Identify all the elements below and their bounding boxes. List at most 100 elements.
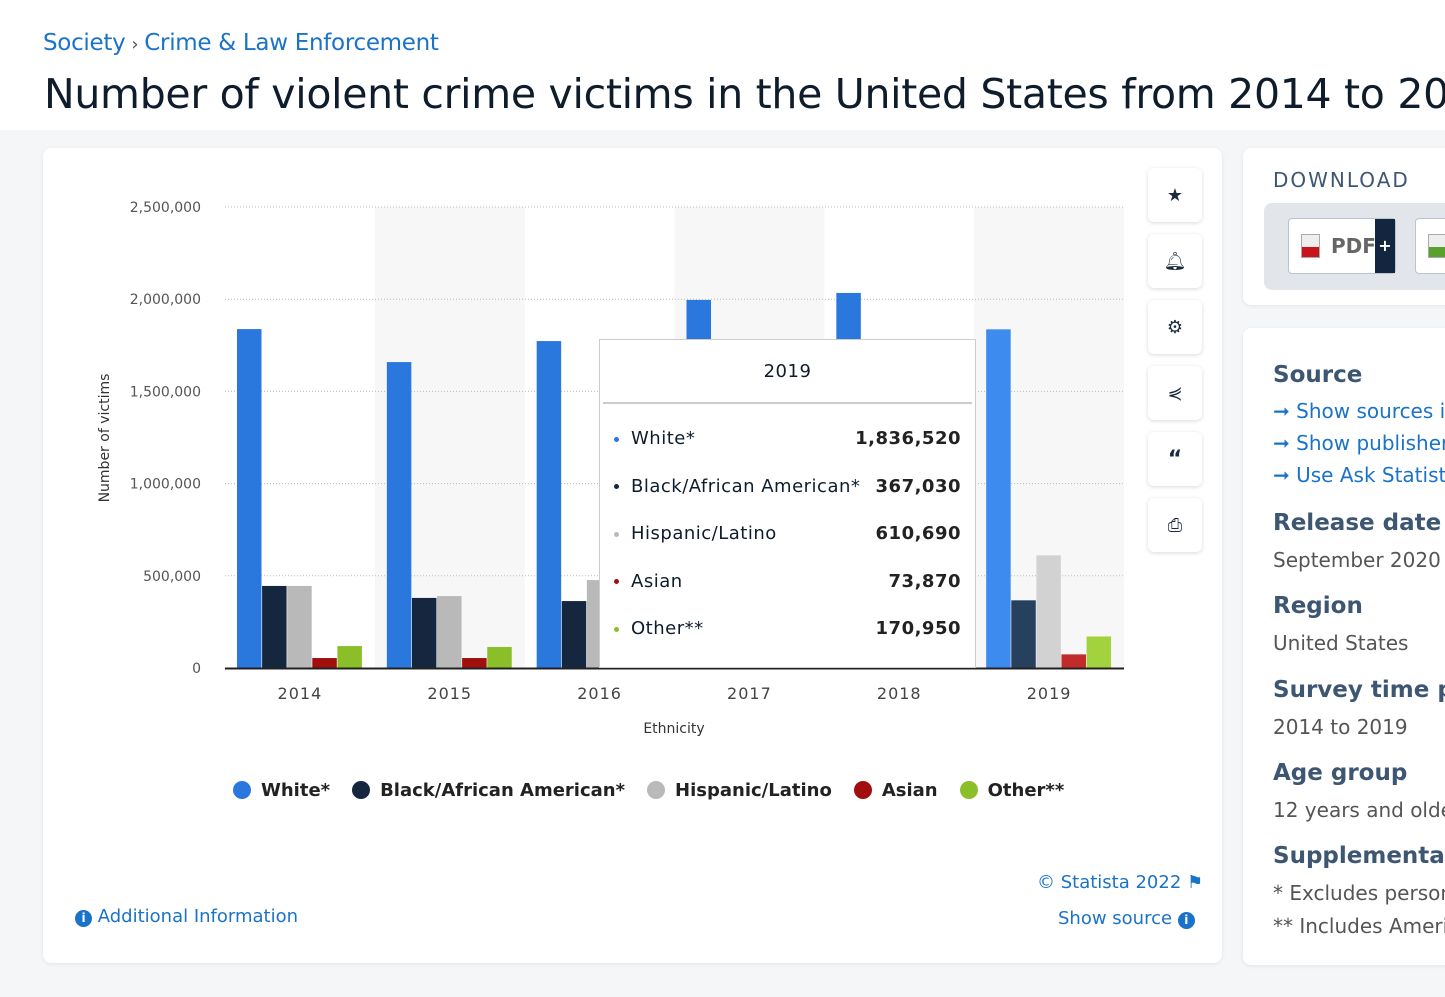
bar-white-2019[interactable] (986, 329, 1011, 668)
y-axis-title: Number of victims (97, 374, 113, 503)
x-tick-label: 2016 (577, 684, 622, 703)
copyright-link[interactable]: © Statista 2022 ⚑ (1037, 872, 1203, 893)
share-button[interactable]: ⋞ (1148, 366, 1202, 420)
tooltip-row: Other** 170,950 (614, 618, 961, 639)
info-card (1243, 328, 1445, 965)
bar-other-2015[interactable] (487, 646, 512, 668)
source-heading: Source (1273, 362, 1363, 388)
quote-icon: “ (1167, 446, 1183, 472)
print-icon: ⎙ (1167, 514, 1183, 536)
legend-label: Other** (987, 780, 1065, 801)
bar-hispaniclatino-2014[interactable] (287, 585, 312, 668)
legend-item[interactable]: Asian (853, 780, 938, 801)
legend-label: Asian (881, 780, 938, 801)
link-text: Show publisher (1296, 431, 1445, 455)
series-dot (614, 531, 619, 537)
series-dot (614, 579, 619, 584)
info-icon: i (1177, 912, 1195, 929)
legend-marker (647, 781, 666, 799)
breadcrumb: Society › Crime & Law Enforcement (43, 30, 439, 56)
legend-item[interactable]: Hispanic/Latino (647, 780, 832, 801)
info-icon: i (75, 910, 92, 927)
breadcrumb-society[interactable]: Society (43, 30, 126, 56)
pdf-label: PDF (1331, 234, 1376, 258)
bar-white-2014[interactable] (237, 329, 262, 668)
show-sources-link[interactable]: ➞ Show sources i (1273, 399, 1445, 423)
share-icon: ⋞ (1167, 382, 1183, 404)
bar-hispaniclatino-2019[interactable] (1036, 555, 1061, 668)
settings-button[interactable]: ⚙ (1148, 300, 1202, 354)
bar-hispaniclatino-2015[interactable] (437, 596, 462, 668)
x-tick-label: 2015 (427, 684, 472, 703)
series-dot (614, 626, 619, 632)
bar-blackafricanamerican-2016[interactable] (561, 601, 587, 668)
tooltip-value: 367,030 (875, 475, 961, 497)
page-header (0, 0, 1445, 130)
favorite-button[interactable]: ★ (1148, 168, 1202, 222)
bar-white-2015[interactable] (386, 362, 412, 668)
supplementary-note-2: ** Includes Americ (1273, 914, 1445, 938)
star-icon: ★ (1166, 184, 1184, 206)
legend-item[interactable]: Other** (959, 780, 1065, 801)
legend-marker (959, 781, 978, 799)
bar-asian-2015[interactable] (462, 658, 487, 668)
chart-tooltip: 2019 White* 1,836,520 Black/African Americ… (599, 339, 976, 668)
bar-white-2016[interactable] (536, 341, 562, 668)
gear-icon: ⚙ (1166, 316, 1184, 338)
print-button[interactable]: ⎙ (1148, 498, 1202, 552)
y-tick-label: 2,500,000 (130, 200, 201, 216)
show-source-text: Show source (1058, 908, 1173, 929)
tooltip-label: Asian (614, 571, 683, 592)
flag-icon: ⚑ (1187, 872, 1204, 893)
label-text: White* (631, 428, 696, 449)
pdf-file-icon (1301, 234, 1320, 258)
supplementary-note-1: * Excludes persons (1273, 881, 1445, 905)
survey-period-value: 2014 to 2019 (1273, 715, 1408, 739)
x-tick-label: 2017 (727, 684, 772, 703)
cite-button[interactable]: “ (1148, 432, 1202, 486)
legend-item[interactable]: Black/African American* (352, 780, 625, 801)
xls-download-button[interactable] (1415, 218, 1445, 274)
bar-blackafricanamerican-2014[interactable] (262, 585, 287, 668)
y-tick-label: 0 (192, 661, 201, 677)
bar-other-2014[interactable] (337, 646, 362, 668)
pdf-download-button[interactable]: PDF + (1288, 218, 1396, 274)
bar-other-2019[interactable] (1086, 636, 1112, 668)
series-dot (614, 484, 619, 489)
download-card: DOWNLOAD PDF + (1243, 148, 1445, 305)
x-tick-label: 2014 (278, 684, 323, 703)
tooltip-value: 73,870 (888, 570, 961, 592)
xls-file-icon (1428, 234, 1445, 258)
y-tick-label: 2,000,000 (130, 292, 201, 308)
tooltip-row: Hispanic/Latino 610,690 (614, 523, 961, 544)
bar-asian-2019[interactable] (1061, 654, 1086, 668)
region-heading: Region (1273, 593, 1363, 619)
link-text: Use Ask Statista (1296, 463, 1445, 487)
age-group-value: 12 years and older (1273, 798, 1445, 822)
tooltip-value: 170,950 (875, 618, 961, 639)
release-date-heading: Release date (1273, 510, 1442, 536)
link-text: Show sources i (1296, 399, 1445, 423)
legend-label: Black/African American* (380, 780, 626, 801)
bell-icon: 🔔︎ (1163, 250, 1187, 272)
label-text: Other** (631, 618, 704, 639)
age-group-heading: Age group (1273, 760, 1408, 786)
show-source-link[interactable]: Show source i (1058, 908, 1195, 929)
ask-statista-link[interactable]: ➞ Use Ask Statista (1273, 463, 1445, 487)
bar-blackafricanamerican-2015[interactable] (411, 597, 437, 668)
breadcrumb-crime[interactable]: Crime & Law Enforcement (144, 30, 439, 56)
additional-information-link[interactable]: i Additional Information (75, 906, 298, 927)
legend-item[interactable]: White* (233, 780, 330, 801)
bar-asian-2014[interactable] (312, 658, 337, 668)
supplementary-heading: Supplementary (1273, 843, 1445, 869)
tooltip-label: Other** (614, 618, 704, 639)
bar-blackafricanamerican-2019[interactable] (1011, 600, 1036, 668)
label-text: Asian (631, 570, 683, 592)
series-dot (614, 436, 619, 442)
legend-marker (352, 781, 371, 799)
tooltip-label: Hispanic/Latino (614, 523, 777, 544)
notification-button[interactable]: 🔔︎ (1148, 234, 1202, 288)
show-publisher-link[interactable]: ➞ Show publisher (1273, 431, 1445, 455)
plus-icon[interactable]: + (1375, 219, 1395, 273)
tooltip-row: White* 1,836,520 (614, 428, 961, 449)
